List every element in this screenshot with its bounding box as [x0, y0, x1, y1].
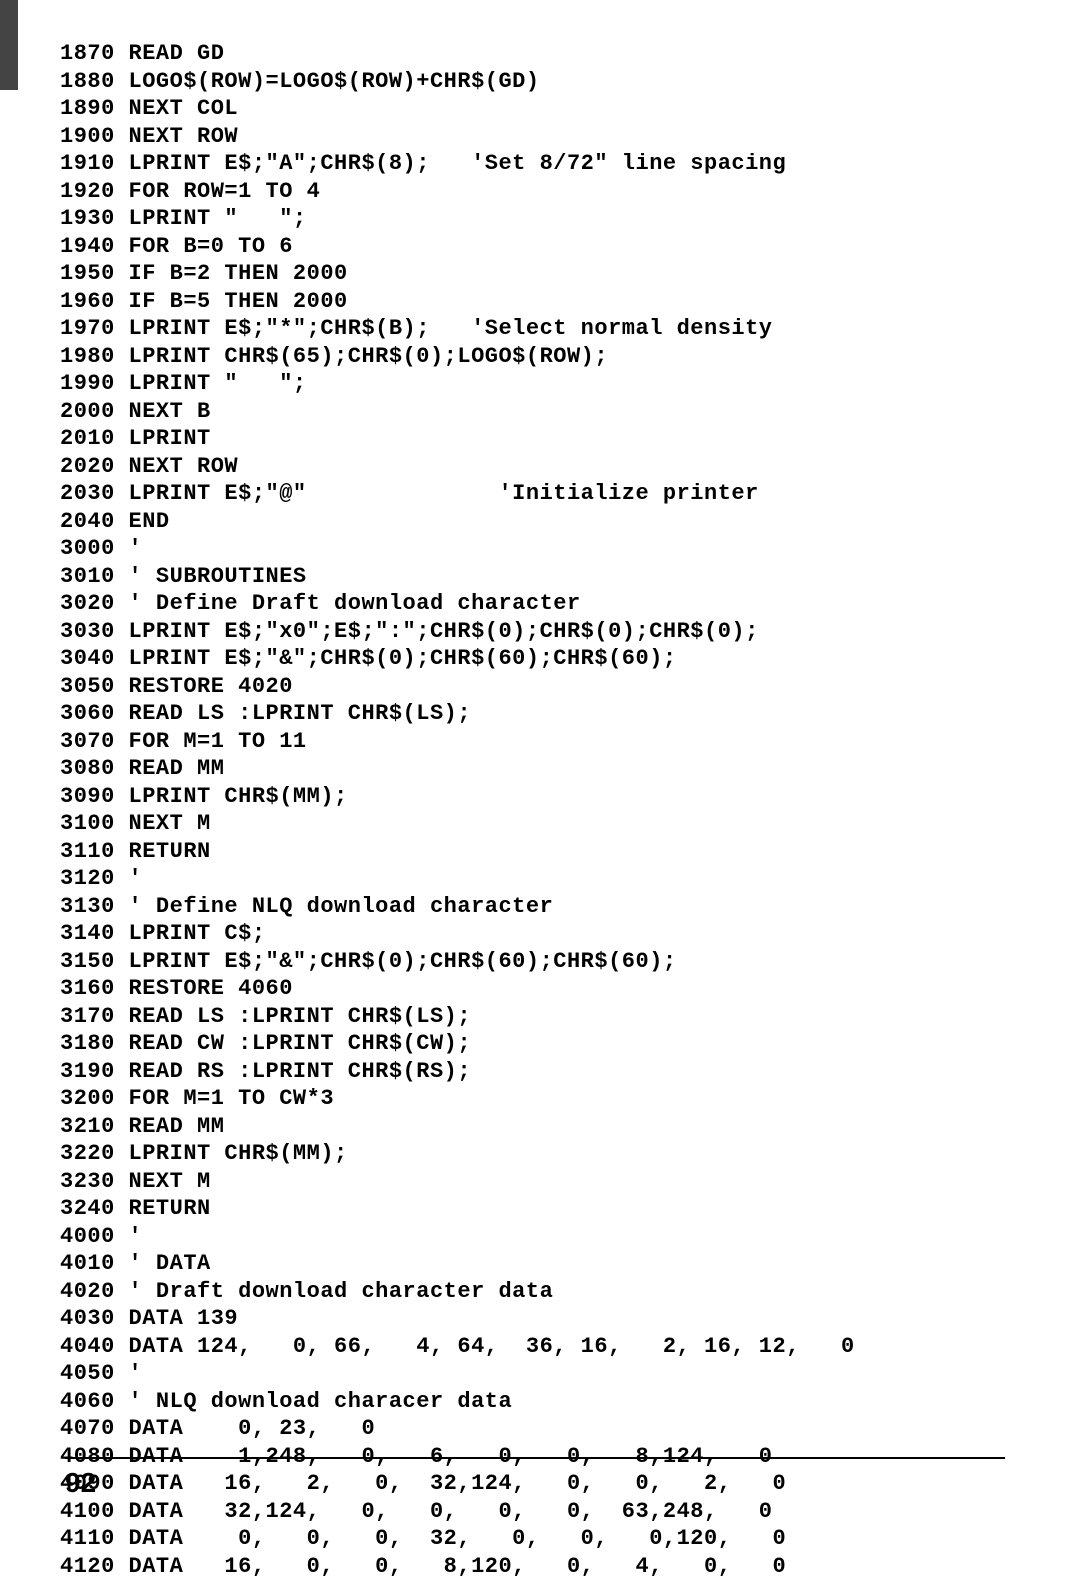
code-listing: 1870 READ GD 1880 LOGO$(ROW)=LOGO$(ROW)+… — [60, 40, 1060, 1580]
book-spine-shadow — [0, 0, 18, 90]
page-number: 92 — [65, 1467, 96, 1498]
page-footer: 92 — [65, 1457, 1005, 1501]
